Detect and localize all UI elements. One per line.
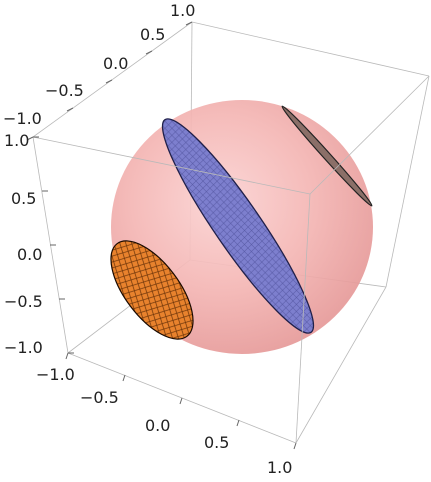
dark-disk	[281, 105, 373, 207]
left-tick-1: 1.0	[4, 131, 29, 150]
left-tick-4: −0.5	[4, 292, 43, 311]
top-axis: 1.0 0.5 0.0 −0.5 −1.0	[3, 1, 195, 141]
bottom-tick-2: −0.5	[80, 388, 119, 407]
top-tick-1: 1.0	[170, 1, 195, 20]
top-tick-2: 0.5	[140, 25, 165, 44]
bottom-axis: −1.0 −0.5 0.0 0.5 1.0	[36, 352, 297, 477]
top-tick-3: 0.0	[103, 54, 128, 73]
orange-disk	[110, 240, 194, 340]
blue-disk	[161, 118, 315, 334]
left-axis: 1.0 0.5 0.0 −0.5 −1.0	[4, 131, 74, 357]
bottom-tick-4: 0.5	[204, 433, 229, 452]
bottom-tick-5: 1.0	[267, 458, 292, 477]
bottom-tick-1: −1.0	[36, 365, 75, 384]
bottom-tick-3: 0.0	[145, 416, 170, 435]
left-tick-5: −1.0	[4, 338, 43, 357]
bounding-box-front	[32, 21, 430, 444]
left-tick-3: 0.0	[17, 245, 42, 264]
top-tick-5: −1.0	[3, 109, 42, 128]
left-tick-2: 0.5	[11, 189, 36, 208]
top-tick-4: −0.5	[45, 81, 84, 100]
